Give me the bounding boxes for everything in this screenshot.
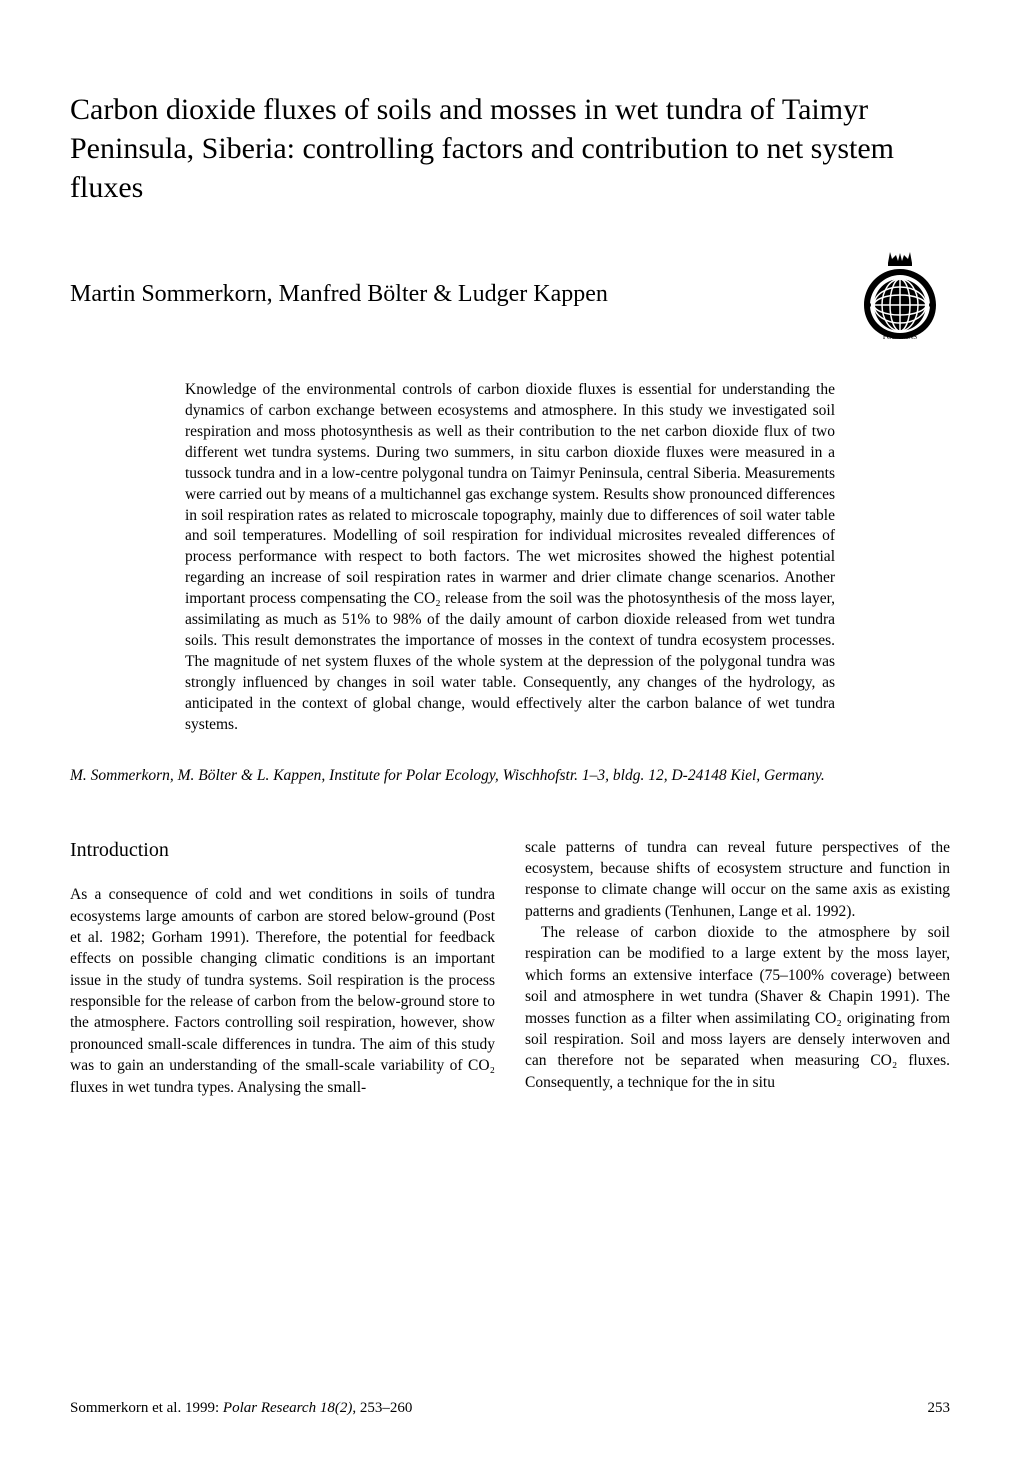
page-footer: Sommerkorn et al. 1999: Polar Research 1… — [70, 1400, 950, 1417]
affiliation: M. Sommerkorn, M. Bölter & L. Kappen, In… — [70, 766, 950, 787]
publisher-logo: POLARINS — [850, 247, 950, 342]
column-left: Introduction As a consequence of cold an… — [70, 837, 495, 1098]
intro-paragraph-2: The release of carbon dioxide to the atm… — [525, 922, 950, 1093]
citation-journal: Polar Research 18(2) — [223, 1400, 352, 1416]
column-right: scale patterns of tundra can reveal futu… — [525, 837, 950, 1098]
citation-prefix: Sommerkorn et al. 1999: — [70, 1400, 223, 1416]
authors: Martin Sommerkorn, Manfred Bölter & Ludg… — [70, 278, 830, 310]
introduction-heading: Introduction — [70, 837, 495, 865]
intro-paragraph-1: As a consequence of cold and wet conditi… — [70, 884, 495, 1098]
body-columns: Introduction As a consequence of cold an… — [70, 837, 950, 1098]
citation-suffix: , 253–260 — [352, 1400, 412, 1416]
title-section: Carbon dioxide fluxes of soils and mosse… — [70, 90, 950, 207]
polarinstitutt-logo-icon: POLARINS — [850, 247, 950, 342]
abstract: Knowledge of the environmental controls … — [185, 380, 835, 736]
article-title: Carbon dioxide fluxes of soils and mosse… — [70, 90, 950, 207]
intro-paragraph-1-cont: scale patterns of tundra can reveal futu… — [525, 837, 950, 923]
authors-row: Martin Sommerkorn, Manfred Bölter & Ludg… — [70, 247, 950, 342]
footer-citation: Sommerkorn et al. 1999: Polar Research 1… — [70, 1400, 412, 1417]
svg-text:POLARINS: POLARINS — [883, 333, 917, 341]
page-number: 253 — [928, 1400, 951, 1417]
